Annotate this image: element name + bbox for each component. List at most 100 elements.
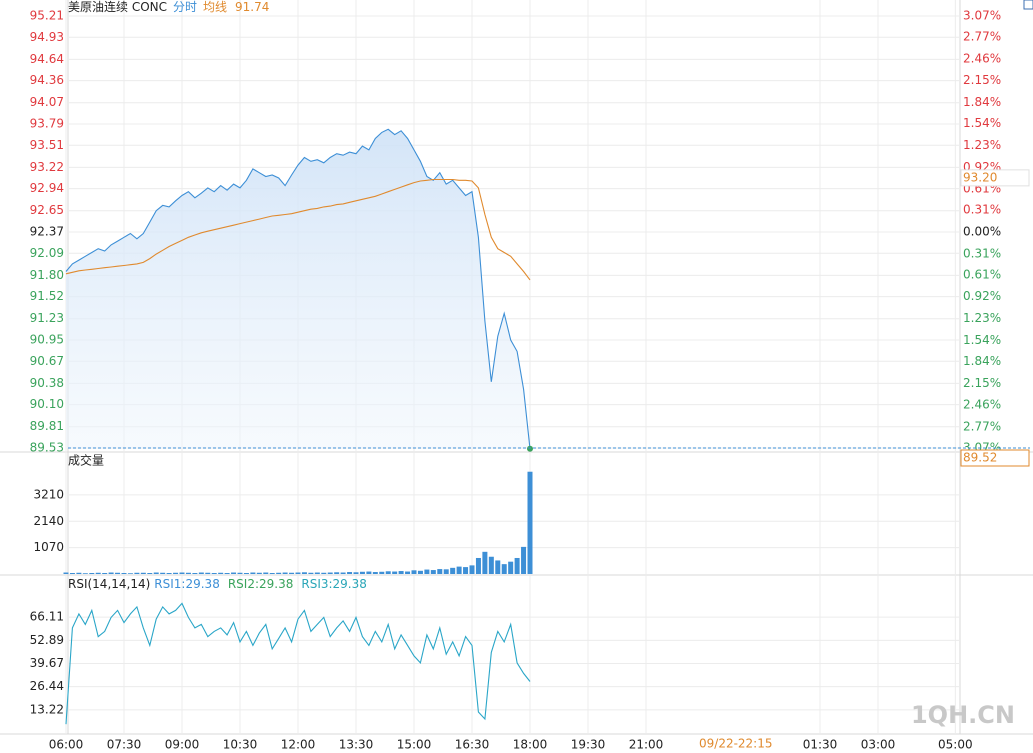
last-point — [527, 445, 533, 452]
volume-title: 成交量 — [68, 453, 104, 468]
bar — [334, 572, 340, 574]
y-tick-label: 94.36 — [30, 73, 64, 87]
y-tick-label: 92.94 — [30, 181, 64, 195]
bar — [127, 573, 133, 574]
bar — [430, 570, 436, 574]
bar — [108, 572, 114, 574]
y-tick-label: 13.22 — [30, 702, 64, 716]
bar — [501, 564, 507, 574]
bar — [95, 572, 101, 574]
y-tick-label: 91.23 — [30, 311, 64, 325]
y-tick-label: 52.89 — [30, 633, 64, 647]
bar — [411, 570, 417, 574]
bar — [140, 572, 146, 574]
y2-tick-label: 2.46% — [963, 51, 1001, 65]
bar — [508, 561, 514, 574]
y2-tick-label: 2.77% — [963, 30, 1001, 44]
bar — [198, 572, 204, 574]
bar — [359, 571, 365, 574]
y2-tick-label: 2.46% — [963, 398, 1001, 412]
y-tick-label: 2140 — [33, 514, 64, 528]
bar — [276, 572, 282, 574]
y-tick-label: 66.11 — [30, 610, 64, 624]
bar — [224, 573, 230, 574]
bar — [289, 572, 295, 574]
y-tick-label: 94.64 — [30, 52, 64, 66]
bar — [282, 572, 288, 574]
y-tick-label: 92.65 — [30, 203, 64, 217]
y2-tick-label: 2.77% — [963, 419, 1001, 433]
y2-tick-label: 0.92% — [963, 289, 1001, 303]
bar — [153, 572, 159, 574]
bar — [450, 567, 456, 574]
bar — [327, 572, 333, 574]
y-tick-label: 94.07 — [30, 95, 64, 109]
x-tick-label: 12:00 — [281, 738, 316, 752]
bar — [366, 571, 372, 574]
bar — [237, 572, 243, 574]
legend-entry: RSI2:29.38 — [228, 577, 294, 591]
y2-tick-label: 1.54% — [963, 116, 1001, 130]
bar — [115, 572, 121, 574]
y-tick-label: 90.67 — [30, 354, 64, 368]
legend-entry: 均线 — [203, 0, 227, 14]
bar — [353, 572, 359, 574]
bar — [347, 572, 353, 574]
bar — [243, 573, 249, 574]
bar — [295, 572, 301, 574]
bar — [192, 573, 198, 574]
bar — [301, 572, 307, 574]
x-tick-label: 13:30 — [339, 738, 374, 752]
bar — [405, 571, 411, 574]
bar — [424, 569, 430, 574]
bar — [495, 560, 501, 574]
legend-entry: RSI3:29.38 — [301, 577, 367, 591]
rsi-header: RSI(14,14,14) RSI1:29.38 RSI2:29.38 RSI3:29… — [68, 577, 367, 591]
x-tick-label: 18:00 — [513, 738, 548, 752]
y2-tick-label: 0.00% — [963, 225, 1001, 239]
bar — [443, 569, 449, 574]
bar — [121, 573, 127, 574]
x-tick-label: 01:30 — [803, 738, 838, 752]
bar — [469, 565, 475, 574]
x-tick-label: 15:00 — [397, 738, 432, 752]
bar — [173, 572, 179, 574]
y-tick-label: 92.09 — [30, 246, 64, 260]
price-area — [66, 129, 530, 449]
y-tick-label: 93.22 — [30, 160, 64, 174]
y-tick-label: 93.51 — [30, 138, 64, 152]
y-tick-label: 92.37 — [30, 225, 64, 239]
bar — [456, 566, 462, 574]
bar — [76, 572, 82, 574]
bar — [321, 572, 327, 574]
y2-tick-label: 2.15% — [963, 376, 1001, 390]
watermark: 1QH.CN — [911, 701, 1015, 729]
y2-tick-label: 0.31% — [963, 246, 1001, 260]
x-tick-label: 07:30 — [107, 738, 142, 752]
series-line — [65, 602, 531, 725]
bar — [166, 573, 172, 574]
chart-title: 美原油连续 CONC — [68, 0, 167, 14]
bar — [218, 572, 224, 574]
series-line — [65, 128, 531, 449]
bar — [482, 551, 488, 574]
bar — [398, 571, 404, 574]
bar — [340, 572, 346, 574]
y-tick-label: 3210 — [33, 487, 64, 501]
y2-tick-label: 1.23% — [963, 311, 1001, 325]
y2-tick-label: 3.07% — [963, 9, 1001, 23]
fullscreen-icon[interactable] — [1023, 0, 1033, 10]
cursor-label: 09/22-22:15 — [699, 737, 773, 751]
y2-tick-label: 1.23% — [963, 138, 1001, 152]
bar — [179, 572, 185, 574]
bar — [514, 557, 520, 574]
price-box-label: 89.52 — [963, 451, 997, 465]
y-tick-label: 1070 — [33, 540, 64, 554]
bar — [463, 567, 469, 574]
y2-tick-label: 1.84% — [963, 95, 1001, 109]
y-tick-label: 94.93 — [30, 30, 64, 44]
bar — [185, 572, 191, 574]
price-header: 美原油连续 CONC 分时 均线 91.74 — [68, 0, 269, 14]
y-tick-label: 90.38 — [30, 376, 64, 390]
